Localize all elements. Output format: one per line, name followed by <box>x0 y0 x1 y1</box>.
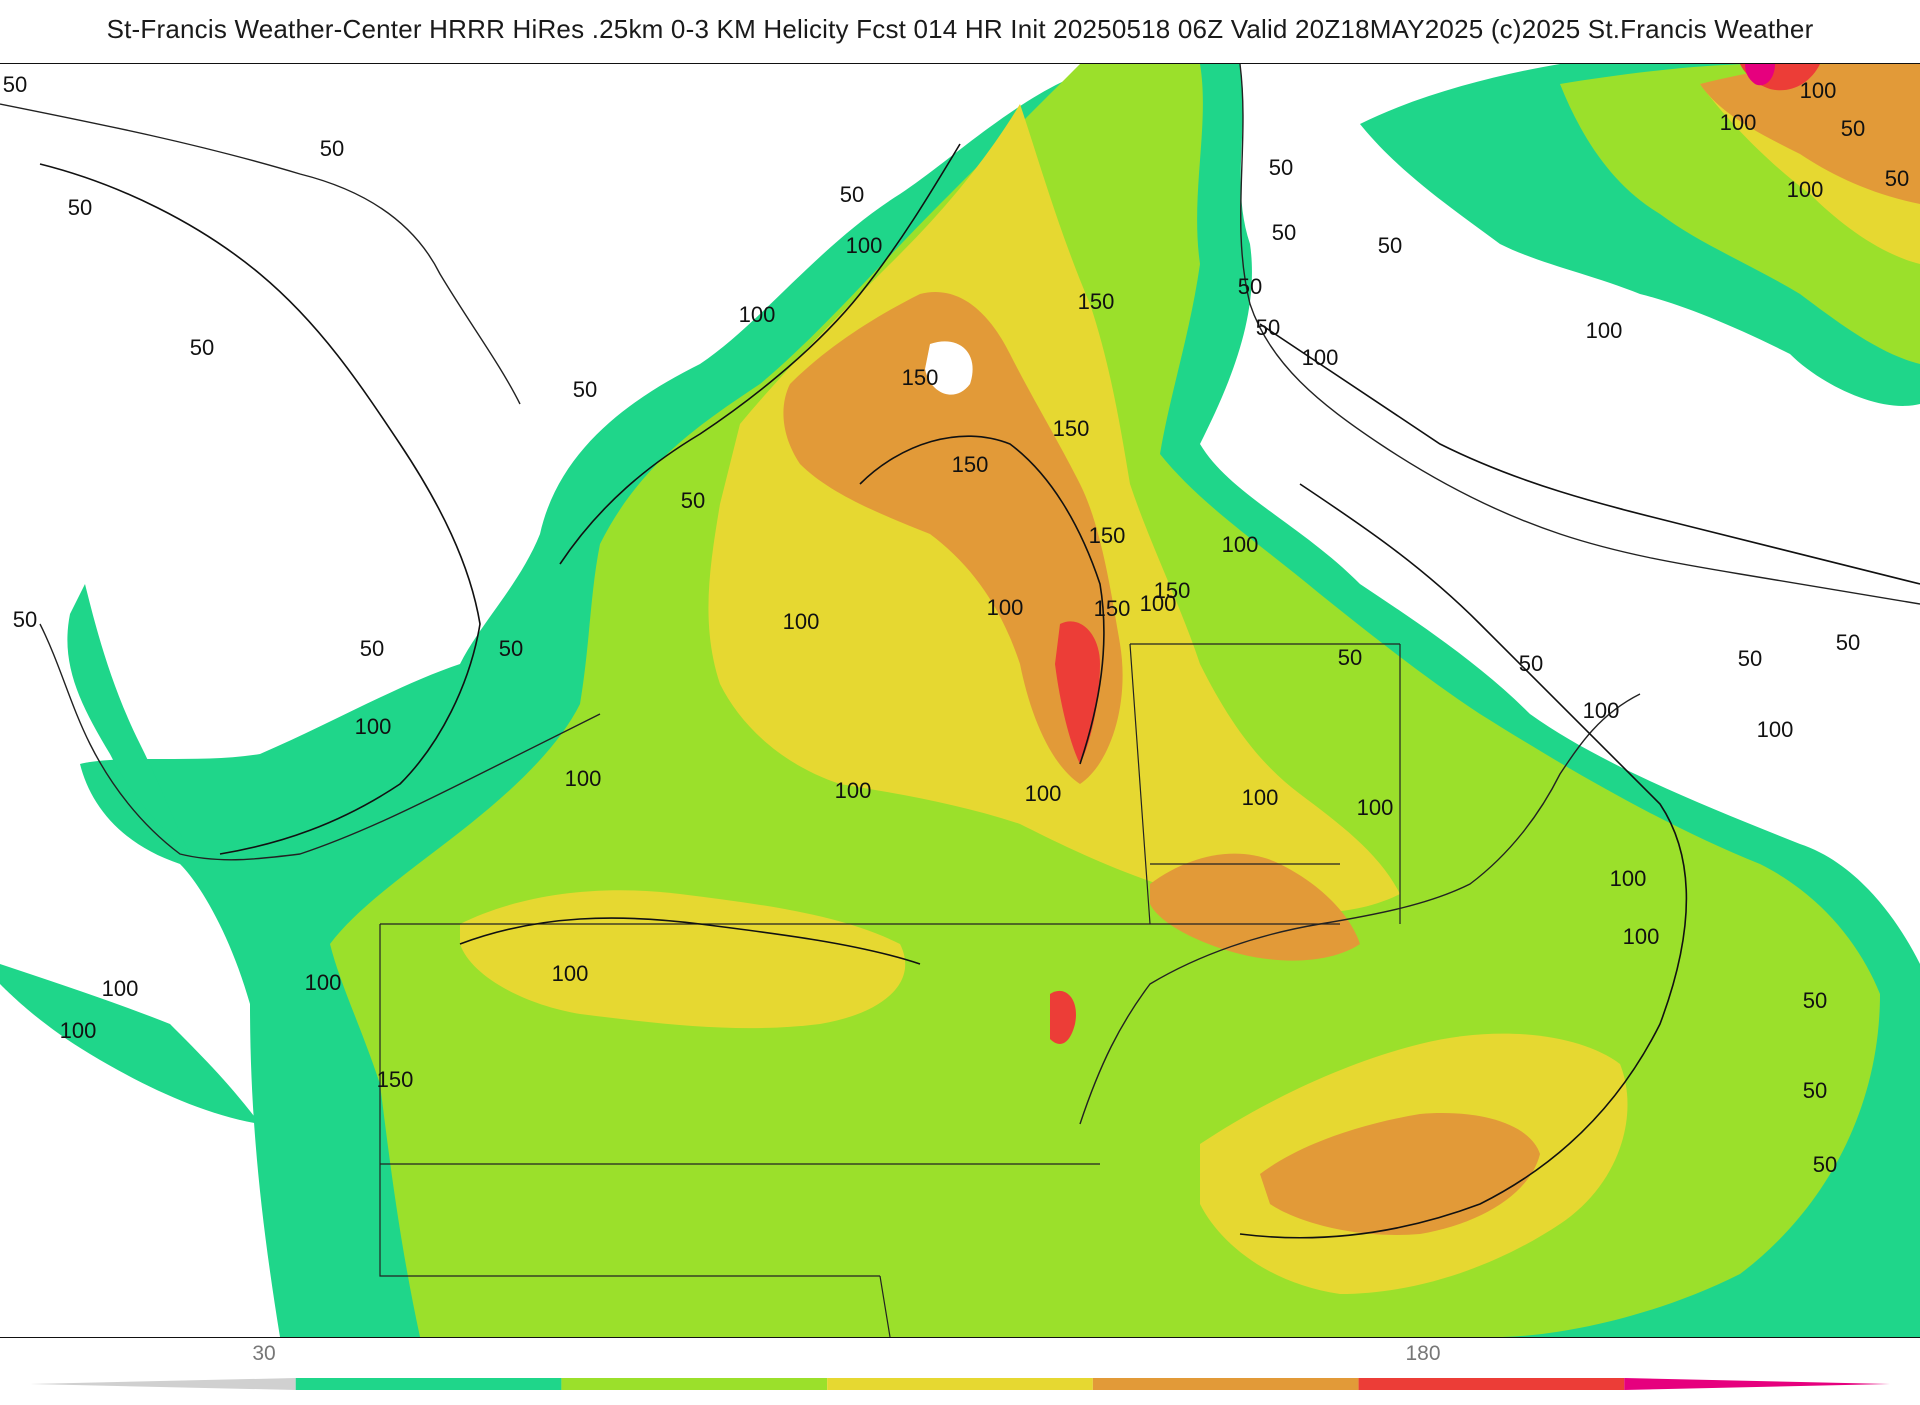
contour-label-150: 150 <box>902 365 939 390</box>
coastline-atlantic <box>1079 693 1641 1125</box>
contour-label-50: 50 <box>499 636 523 661</box>
contour-label-100: 100 <box>1025 781 1062 806</box>
contour-label-50: 50 <box>1803 988 1827 1013</box>
band-150-spot-b <box>1050 990 1076 1044</box>
clear-area-a <box>925 341 973 395</box>
helicity-shading <box>0 64 1920 1337</box>
contour-label-50: 50 <box>1738 646 1762 671</box>
contour-label-150: 150 <box>1154 578 1191 603</box>
contour-label-50: 50 <box>840 182 864 207</box>
coastline-great-lakes <box>0 103 601 861</box>
contour-label-100: 100 <box>305 970 342 995</box>
colorbar-swatch <box>561 1378 828 1390</box>
contour-label-50: 50 <box>13 607 37 632</box>
contour-label-50: 50 <box>573 377 597 402</box>
contour-label-50: 50 <box>1269 155 1293 180</box>
contour-label-50: 50 <box>681 488 705 513</box>
contour-label-100: 100 <box>355 714 392 739</box>
band-150-spot-a <box>1055 621 1100 764</box>
contour-label-100: 100 <box>783 609 820 634</box>
contour-label-50: 50 <box>320 136 344 161</box>
contour-label-100: 100 <box>60 1018 97 1043</box>
contour-label-100: 100 <box>1623 924 1660 949</box>
state-lines <box>379 643 1401 1337</box>
band-100-pennsylvania <box>460 890 906 1029</box>
band-200-spot <box>1745 64 1775 86</box>
contour-label-50: 50 <box>68 195 92 220</box>
chart-title: St-Francis Weather-Center HRRR HiRes .25… <box>106 14 1814 44</box>
contour-label-100: 100 <box>1757 717 1794 742</box>
contour-100-pa <box>459 917 921 965</box>
contour-label-100: 100 <box>552 961 589 986</box>
colorbar-swatch <box>1092 1378 1359 1390</box>
colorbar-swatches <box>30 1378 1890 1390</box>
contour-label-100: 100 <box>1583 698 1620 723</box>
contour-100-west <box>559 143 961 565</box>
contour-label-100: 100 <box>1720 110 1757 135</box>
helicity-map[interactable]: 50 50 50 50 50 50 50 50 50 50 50 50 50 50 50 50 50 50 50 50… <box>0 63 1920 1338</box>
contour-label-100: 100 <box>102 976 139 1001</box>
contour-label-50: 50 <box>1519 651 1543 676</box>
colorbar-swatch <box>1358 1378 1625 1390</box>
colorbar-swatch <box>30 1378 296 1390</box>
contour-label-150: 150 <box>1089 523 1126 548</box>
contour-label-100: 100 <box>1357 795 1394 820</box>
colorbar-tick-180: 180 <box>1405 1342 1441 1365</box>
clear-area-b <box>1261 141 1313 195</box>
colorbar-svg <box>30 1378 1890 1390</box>
helicity-contours <box>39 143 1920 1239</box>
colorbar-swatch <box>295 1378 562 1390</box>
band-125-north <box>783 292 1123 784</box>
contour-label-50: 50 <box>1885 166 1909 191</box>
contour-label-50: 50 <box>1841 116 1865 141</box>
contour-label-100: 100 <box>1586 318 1623 343</box>
contour-label-100: 100 <box>835 778 872 803</box>
contour-label-150: 150 <box>1053 416 1090 441</box>
band-30-lake-michigan <box>67 584 190 854</box>
contour-label-100: 100 <box>1787 177 1824 202</box>
contour-label-100: 100 <box>1242 785 1279 810</box>
band-30-west <box>0 964 260 1124</box>
boundaries <box>0 64 1920 1337</box>
contour-label-150: 150 <box>377 1067 414 1092</box>
contour-label-50: 50 <box>1256 315 1280 340</box>
contour-label-100: 100 <box>846 233 883 258</box>
contour-label-50: 50 <box>1803 1078 1827 1103</box>
map-canvas: 50 50 50 50 50 50 50 50 50 50 50 50 50 50 50 50 50 50 50 50… <box>0 64 1920 1337</box>
colorbar-swatch <box>1624 1378 1890 1390</box>
contour-label-50: 50 <box>1272 220 1296 245</box>
contour-label-150: 150 <box>1094 596 1131 621</box>
contour-label-150: 150 <box>952 452 989 477</box>
band-125-ocean <box>1260 1113 1540 1235</box>
contour-label-100: 100 <box>1140 591 1177 616</box>
contour-label-100: 100 <box>1800 78 1837 103</box>
contour-label-100: 100 <box>1610 866 1647 891</box>
contour-label-150: 150 <box>1078 289 1115 314</box>
colorbar: 30 180 <box>0 1336 1920 1400</box>
contour-label-100: 100 <box>565 766 602 791</box>
contour-label-50: 50 <box>360 636 384 661</box>
contour-label-50: 50 <box>1813 1152 1837 1177</box>
band-125-southern-new-england <box>1150 853 1360 961</box>
contour-label-50: 50 <box>1378 233 1402 258</box>
coastline-northeast <box>1239 64 1920 605</box>
contour-label-50: 50 <box>190 335 214 360</box>
contour-label-100: 100 <box>1222 532 1259 557</box>
contour-label-100: 100 <box>1302 345 1339 370</box>
contour-50-west <box>39 163 481 855</box>
contour-labels: 50 50 50 50 50 50 50 50 50 50 50 50 50 50 50 50 50 50 50 50… <box>3 72 1909 1177</box>
contour-label-100: 100 <box>987 595 1024 620</box>
contour-label-50: 50 <box>1338 645 1362 670</box>
contour-label-50: 50 <box>1238 274 1262 299</box>
contour-100-east <box>1239 483 1688 1239</box>
contour-50-east <box>1259 323 1920 585</box>
contour-label-50: 50 <box>1836 630 1860 655</box>
colorbar-tick-30: 30 <box>252 1342 276 1365</box>
colorbar-swatch <box>827 1378 1093 1390</box>
contour-150-north <box>859 435 1105 765</box>
contour-label-50: 50 <box>3 72 27 97</box>
contour-label-100: 100 <box>739 302 776 327</box>
band-125-northeast <box>1700 64 1920 204</box>
